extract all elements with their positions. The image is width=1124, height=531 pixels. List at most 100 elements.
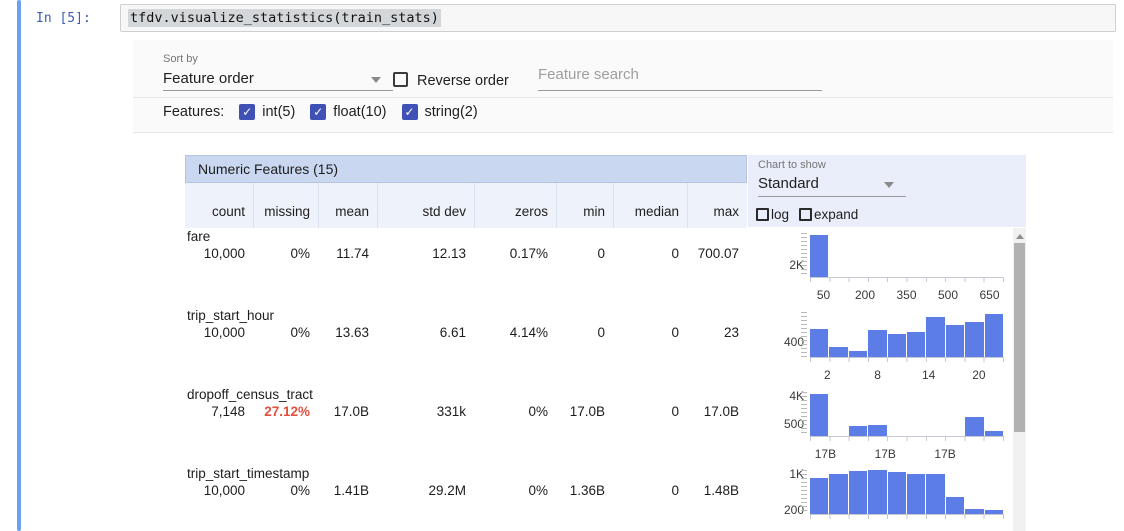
feature-filter-checkbox[interactable]: ✓	[239, 104, 256, 120]
controls-divider	[133, 97, 1113, 98]
feature-row-trip_start_timestamp: trip_start_timestamp 10,000 0% 1.41B 29.2M 0%…	[185, 466, 747, 499]
stat-std-dev: 29.2M	[428, 483, 466, 498]
reverse-order-checkbox[interactable]	[393, 72, 408, 87]
expand-checkbox[interactable]	[799, 208, 813, 221]
feature-search-input[interactable]	[538, 66, 822, 91]
stat-min: 1.36B	[569, 483, 605, 498]
checkmark-icon: ✓	[313, 105, 324, 119]
feature-name: fare	[187, 229, 211, 244]
stat-median: 0	[671, 325, 679, 340]
stat-missing: 27.12%	[264, 404, 310, 419]
chart-to-show-label: Chart to show	[758, 159, 826, 171]
stat-missing: 0%	[290, 325, 310, 340]
reverse-order-label: Reverse order	[417, 73, 509, 89]
chart-options-row: log expand	[756, 207, 858, 222]
x-axis-label: 20	[972, 368, 986, 382]
checkmark-icon: ✓	[404, 105, 415, 119]
numeric-features-title: Numeric Features (15)	[185, 155, 747, 183]
checkmark-icon: ✓	[242, 105, 253, 119]
stat-max: 17.0B	[703, 404, 739, 419]
stat-count: 10,000	[203, 325, 245, 340]
histogram-bar	[926, 473, 945, 514]
column-header-std-dev: std dev	[377, 183, 474, 228]
stat-std-dev: 6.61	[439, 325, 466, 340]
stat-count: 10,000	[203, 483, 245, 498]
y-axis-ticks	[801, 233, 807, 277]
feature-filter-label: string(2)	[424, 104, 478, 120]
chart-to-show-value: Standard	[758, 175, 819, 192]
feature-filter-checkbox[interactable]: ✓	[401, 104, 418, 120]
histogram-dropoff_census_tract	[810, 392, 1004, 436]
stat-max: 23	[723, 325, 739, 340]
x-axis-ticks	[810, 515, 1004, 519]
feature-filter-float10[interactable]: ✓ float(10)	[310, 104, 387, 120]
x-axis-label: 650	[979, 288, 1000, 302]
histogram-bar	[810, 477, 829, 514]
column-header-count: count	[211, 204, 245, 219]
feature-filter-label: int(5)	[262, 104, 296, 120]
stat-mean: 11.74	[336, 246, 369, 261]
code-cell[interactable]: tfdv.visualize_statistics(train_stats)	[120, 4, 1116, 32]
x-axis-label: 8	[874, 368, 881, 382]
histogram-bar	[810, 394, 829, 436]
y-axis-label: 400	[783, 335, 804, 350]
sort-by-select[interactable]: Feature order	[163, 70, 393, 91]
stat-missing: 0%	[290, 246, 310, 261]
y-axis-ticks	[801, 470, 807, 514]
expand-option[interactable]: expand	[799, 207, 858, 222]
jupyter-active-cell-indicator[interactable]	[17, 0, 21, 531]
y-axis-label: 1K	[789, 466, 804, 481]
scrollbar-thumb[interactable]	[1014, 243, 1025, 432]
x-axis-label: 17B	[814, 447, 837, 461]
feature-filter-int5[interactable]: ✓ int(5)	[239, 104, 295, 120]
histogram-bar	[907, 331, 926, 357]
chart-to-show-panel: Chart to show Standard log expand	[748, 155, 1026, 227]
sort-by-value: Feature order	[163, 70, 254, 87]
histogram-bar	[887, 334, 907, 357]
feature-row-dropoff_census_tract: dropoff_census_tract 7,148 27.12% 17.0B 331k…	[185, 387, 747, 420]
histogram-bar	[965, 509, 984, 514]
x-axis-line	[810, 357, 1004, 358]
x-axis-ticks	[810, 437, 1004, 441]
x-axis-line	[810, 277, 1004, 278]
histogram-trip_start_timestamp	[810, 470, 1004, 514]
scroll-up-button[interactable]	[1013, 230, 1026, 242]
feature-filter-label: float(10)	[333, 104, 387, 120]
y-axis-label: 200	[783, 503, 804, 518]
stat-median: 0	[671, 246, 679, 261]
histogram-bar	[887, 472, 907, 514]
stat-median: 0	[671, 483, 679, 498]
stat-zeros: 4.14%	[509, 325, 548, 340]
column-header-median: median	[613, 183, 687, 228]
stat-mean: 13.63	[335, 325, 369, 340]
scroll-up-icon	[1015, 233, 1024, 239]
histogram-bar	[868, 425, 887, 436]
stat-zeros: 0%	[528, 404, 548, 419]
histogram-fare	[810, 233, 1003, 277]
x-axis-ticks	[810, 358, 1004, 362]
log-option[interactable]: log	[756, 207, 789, 222]
x-axis-label: 2	[824, 368, 831, 382]
sort-by-label: Sort by	[163, 53, 198, 65]
histogram-bar	[965, 321, 984, 357]
log-label: log	[771, 207, 790, 222]
feature-filter-checkbox[interactable]: ✓	[310, 104, 327, 120]
x-axis-ticks	[810, 278, 1004, 282]
x-axis-label: 200	[854, 288, 876, 302]
stat-std-dev: 12.13	[432, 246, 466, 261]
x-axis-label: 350	[896, 288, 917, 302]
chart-to-show-select[interactable]: Standard	[758, 175, 906, 197]
stat-count: 7,148	[211, 404, 245, 419]
stat-zeros: 0.17%	[509, 246, 548, 261]
histogram-bar	[926, 316, 945, 357]
histogram-bar	[810, 329, 829, 357]
expand-label: expand	[814, 207, 859, 222]
facets-controls-panel: Sort by Feature order Reverse order Feat…	[133, 40, 1113, 133]
histogram-bar	[984, 431, 1004, 436]
feature-name: trip_start_hour	[187, 308, 275, 323]
log-checkbox[interactable]	[756, 208, 769, 221]
feature-filter-string2[interactable]: ✓ string(2)	[401, 104, 478, 120]
column-header-min: min	[556, 183, 613, 228]
code-text[interactable]: tfdv.visualize_statistics(train_stats)	[128, 9, 441, 27]
